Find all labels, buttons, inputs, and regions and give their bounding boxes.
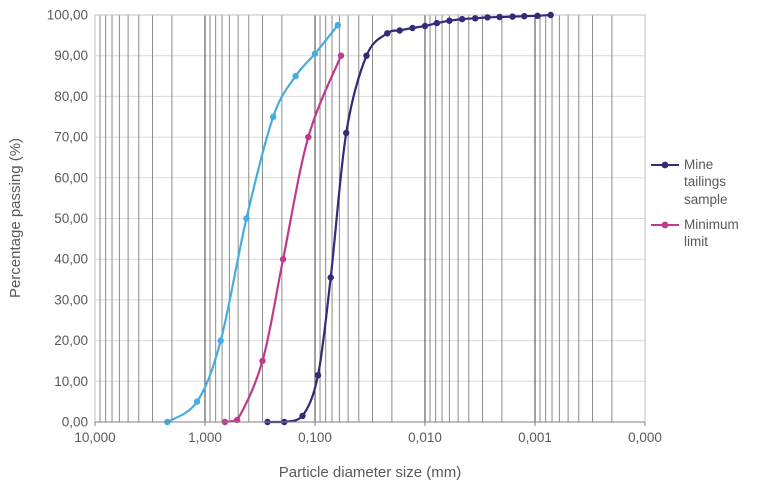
y-tick-label: 40,00	[54, 252, 88, 267]
axes: 10,000 1,000 0,100 0,010 0,001 0,000 0,00 10,00…	[47, 8, 662, 446]
x-tick-label: 10,000	[74, 430, 115, 445]
mine-tailings-sample-point	[409, 24, 416, 32]
y-tick-label: 70,00	[54, 130, 88, 145]
line-dot-marker-icon	[651, 221, 679, 229]
legend-label: Minimum limit	[684, 216, 739, 250]
mine-tailings-sample-point	[299, 412, 306, 420]
mine-tailings-sample-point	[521, 13, 528, 20]
mine-tailings-sample-point	[484, 14, 491, 21]
y-tick-label: 60,00	[54, 170, 88, 185]
mine-tailings-sample-point	[384, 30, 391, 37]
mine-tailings-sample-point	[547, 11, 554, 19]
minimum-limit-point	[337, 52, 345, 59]
mine-tailings-sample-point	[509, 13, 516, 20]
y-tick-label: 100,00	[47, 8, 88, 23]
y-tick-label: 80,00	[54, 89, 88, 104]
mine-tailings-sample-point	[496, 13, 503, 21]
x-tick-label: 0,010	[408, 430, 442, 445]
chart-legend: Mine tailings sample Minimum limit	[650, 156, 782, 250]
x-tick-label: 0,100	[298, 430, 332, 445]
series-0-point	[193, 398, 201, 405]
mine-tailings-sample-point	[396, 27, 403, 34]
series-plot	[164, 11, 554, 426]
legend-item-minimum-limit: Minimum limit	[650, 216, 782, 251]
mine-tailings-sample-point	[433, 19, 441, 27]
x-tick-label: 1,000	[188, 430, 222, 445]
series-0-point	[217, 337, 224, 344]
x-axis-title: Particle diameter size (mm)	[279, 464, 462, 481]
series-0-point	[334, 22, 341, 29]
legend-item-mine-tailings-sample: Mine tailings sample	[650, 156, 782, 208]
mine-tailings-sample-point	[421, 22, 429, 30]
mine-tailings-sample-point	[458, 15, 466, 23]
y-tick-label: 20,00	[54, 333, 88, 348]
gridlines	[94, 14, 646, 423]
mine-tailings-sample-point	[363, 52, 370, 59]
minimum-limit-point	[259, 357, 266, 365]
legend-label: Mine tailings sample	[684, 157, 728, 207]
y-tick-label: 0,00	[62, 415, 88, 430]
mine-tailings-sample-point	[327, 274, 334, 281]
series-0-point	[243, 215, 250, 222]
series-0-point	[270, 113, 277, 121]
minimum-limit-point	[279, 256, 287, 263]
mine-tailings-sample-line	[267, 13, 551, 424]
minimum-limit-point	[305, 133, 312, 141]
y-tick-label: 50,00	[54, 211, 88, 226]
x-tick-label: 0,000	[628, 430, 662, 445]
mine-tailings-sample-point	[314, 372, 322, 379]
line-dot-marker-icon	[651, 161, 679, 169]
y-tick-label: 90,00	[54, 48, 88, 63]
series-0-point	[311, 50, 319, 57]
x-tick-label: 0,001	[518, 430, 552, 445]
y-axis-title: Percentage passing (%)	[7, 138, 24, 298]
mine-tailings-sample-point	[343, 129, 350, 137]
mine-tailings-sample-point	[534, 12, 541, 19]
mine-tailings-sample-point	[446, 17, 453, 24]
series-0-point	[292, 72, 299, 80]
y-tick-label: 30,00	[54, 292, 88, 307]
mine-tailings-sample-point	[472, 15, 479, 22]
series-0-line	[166, 24, 339, 423]
y-tick-label: 10,00	[54, 374, 88, 389]
